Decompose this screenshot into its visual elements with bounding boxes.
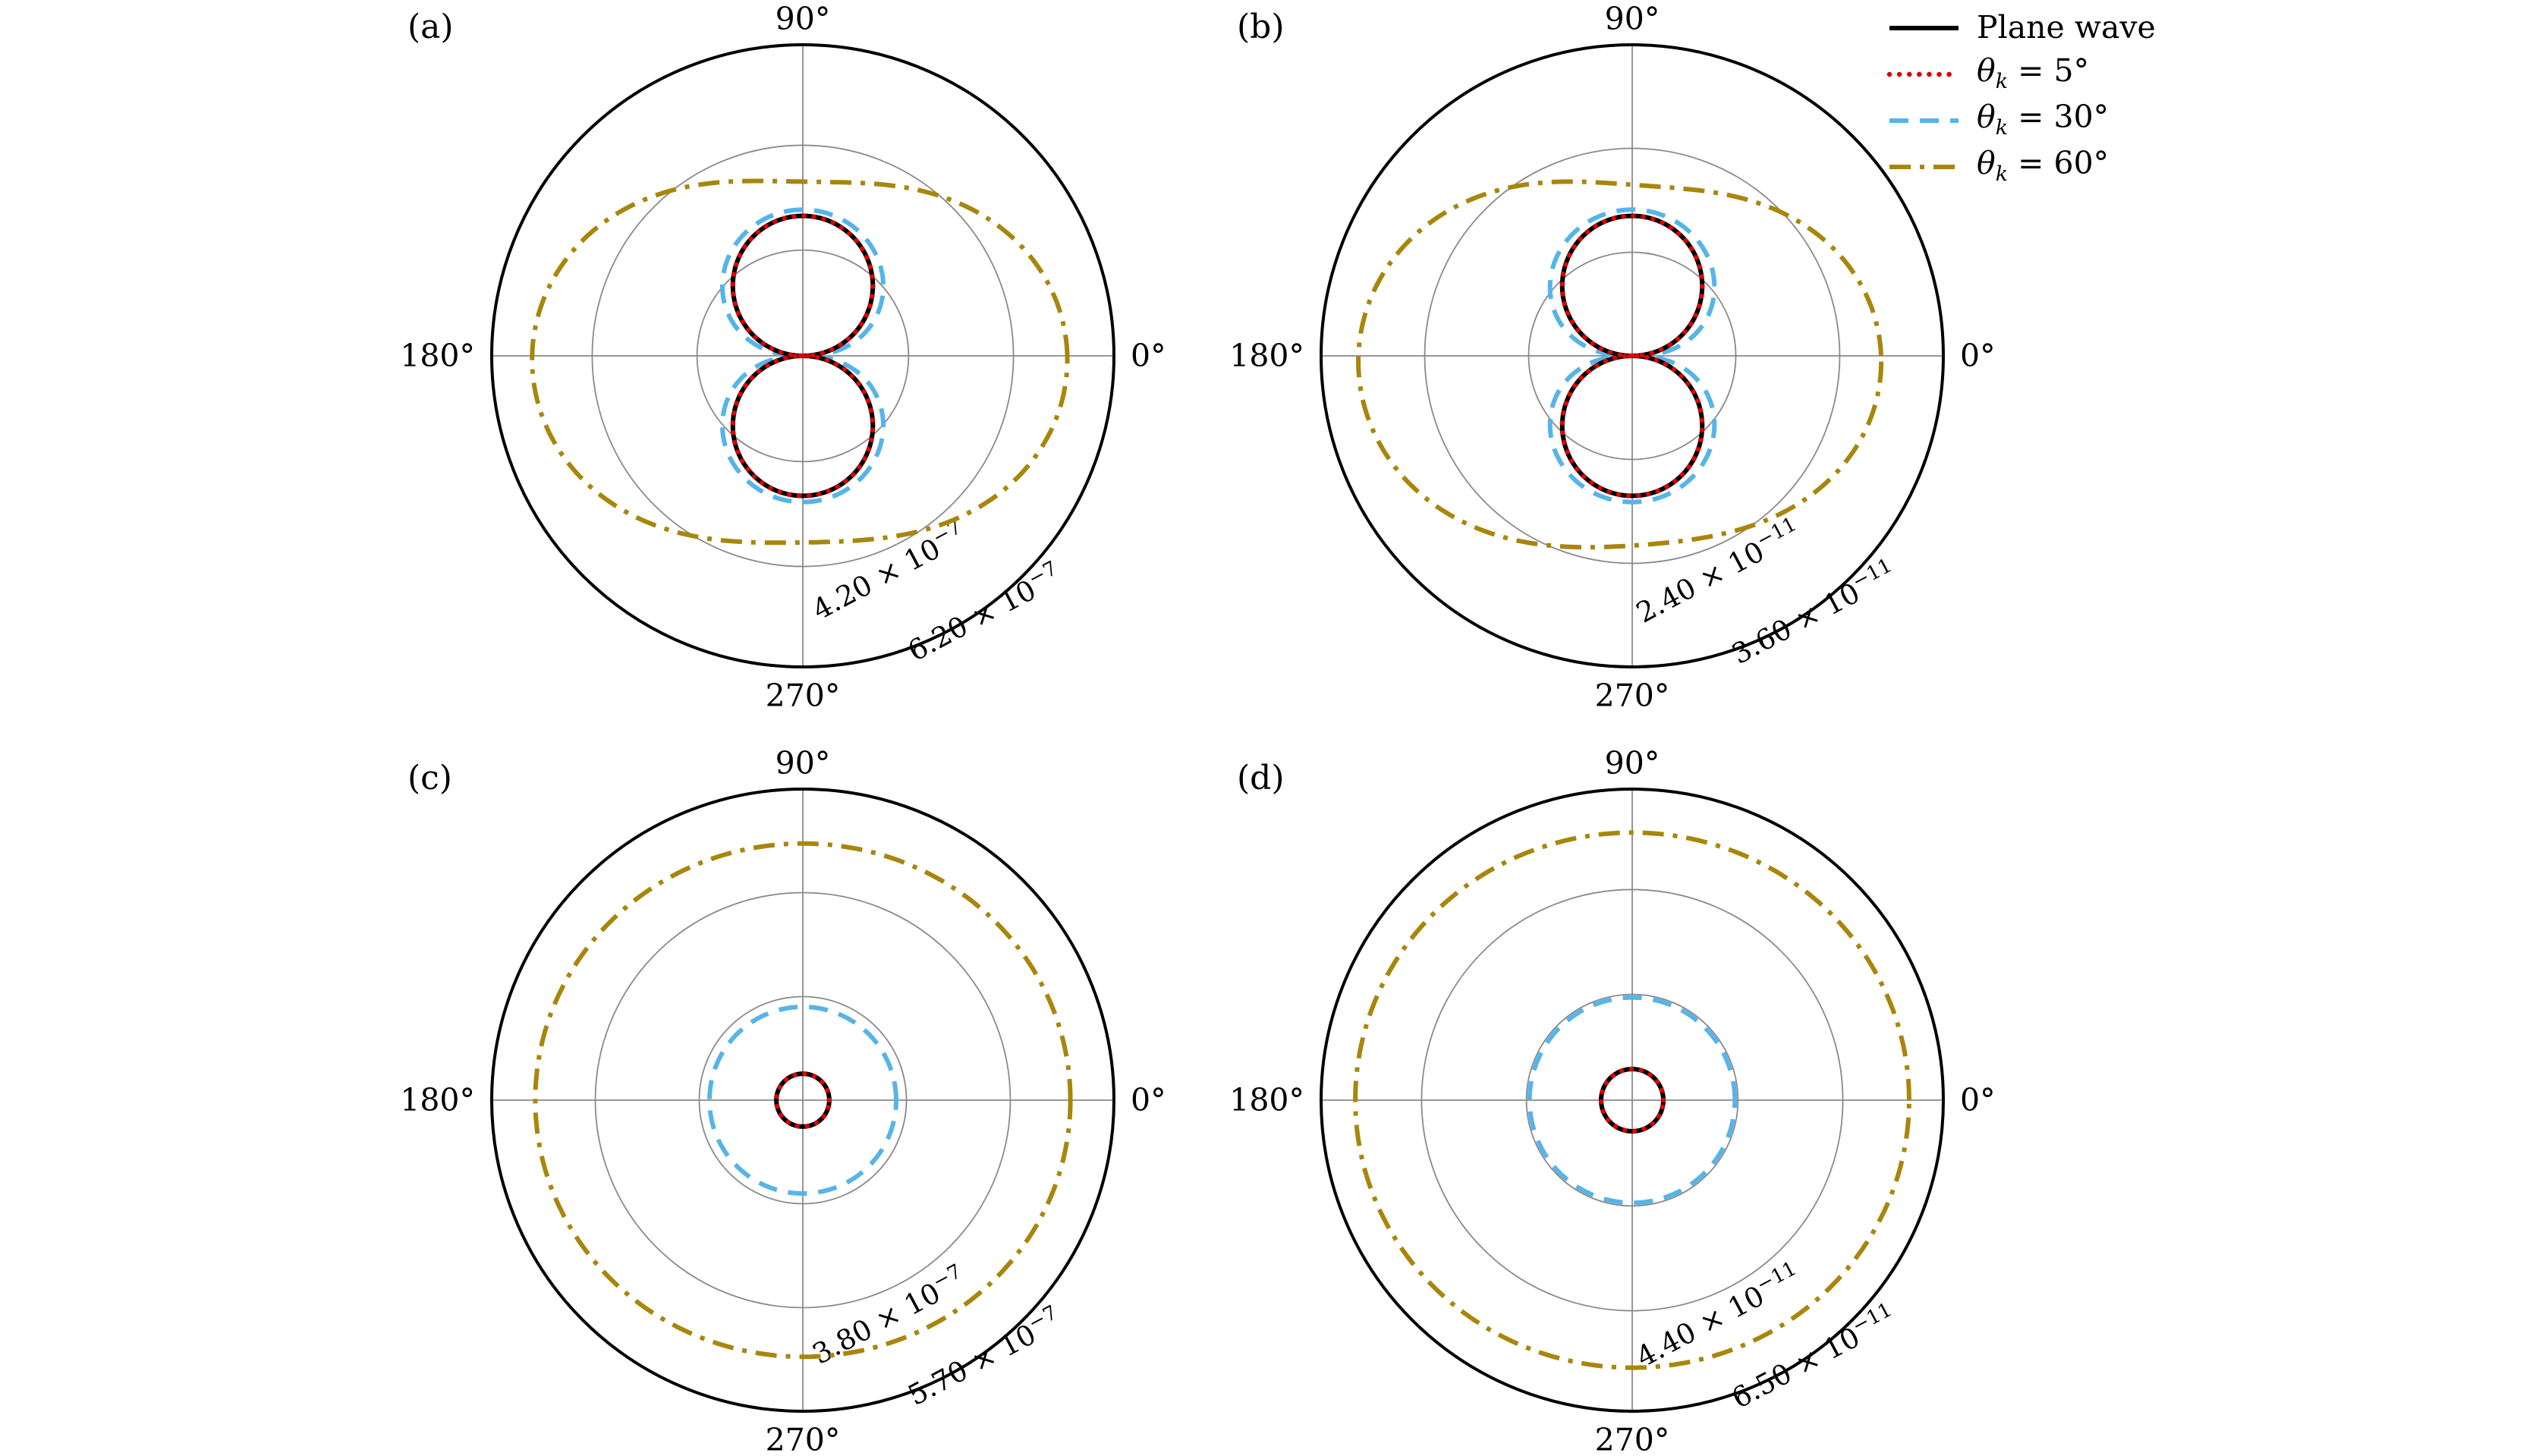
polar-chart-b: 0°90°180°270°2.40 × 10−113.60 × 10−11 <box>1229 1 1996 714</box>
angle-label-1: 90° <box>1605 745 1660 781</box>
panel-tag-c: (c) <box>407 759 452 797</box>
polar-outline <box>1320 43 1945 668</box>
legend-line-sample-dashdot <box>1889 164 1959 169</box>
series-theta30 <box>1527 995 1738 1206</box>
panel-tag-b: (b) <box>1237 8 1285 46</box>
series-theta5 <box>1598 1066 1666 1134</box>
series-theta60 <box>530 178 1070 546</box>
panel-tag-a: (a) <box>407 8 454 46</box>
series-theta5 <box>1559 213 1705 498</box>
angle-label-3: 270° <box>1595 1422 1670 1456</box>
series-theta60 <box>1353 830 1911 1370</box>
series-theta5 <box>773 1071 832 1130</box>
radial-tick-label: 6.20 × 10−7 <box>901 557 1067 668</box>
polar-outline <box>1320 788 1945 1413</box>
radial-tick-label: 2.40 × 10−11 <box>1630 513 1807 630</box>
legend-label-theta30: θk = 30° <box>1977 99 2110 140</box>
legend-line-sample-solid <box>1889 25 1959 30</box>
angle-label-0: 0° <box>1131 1082 1166 1118</box>
angle-label-0: 0° <box>1960 338 1996 374</box>
angle-label-2: 180° <box>400 1082 475 1118</box>
angle-label-1: 90° <box>776 1 831 37</box>
polar-chart-c: 0°90°180°270°3.80 × 10−75.70 × 10−7 <box>400 745 1166 1456</box>
panel-tag-d: (d) <box>1237 759 1285 797</box>
radial-tick-label: 5.70 × 10−7 <box>901 1301 1067 1412</box>
angle-label-2: 180° <box>400 338 475 374</box>
radial-tick-label: 4.20 × 10−7 <box>806 516 971 627</box>
series-theta5 <box>730 213 876 498</box>
angle-label-3: 270° <box>766 678 841 714</box>
legend-item-theta60: θk = 60° <box>1888 143 2156 190</box>
polar-outline <box>490 788 1115 1413</box>
polar-chart-d: 0°90°180°270°4.40 × 10−116.50 × 10−11 <box>1229 745 1996 1456</box>
series-theta30 <box>707 1005 898 1196</box>
polar-outline <box>490 43 1115 668</box>
legend-line-sample-dashed <box>1889 118 1959 123</box>
angle-label-0: 0° <box>1960 1082 1996 1118</box>
legend-item-plane: Plane wave <box>1888 5 2156 51</box>
legend-label-plane: Plane wave <box>1977 9 2156 46</box>
polar-chart-a: 0° 90° 180° 270° 4.20 × 10−76.20 × 10−7 <box>400 1 1166 714</box>
angle-label-2: 180° <box>1229 1082 1304 1118</box>
legend-label-theta60: θk = 60° <box>1977 145 2110 187</box>
angle-label-0: 0° <box>1131 338 1166 374</box>
legend-line-sample-dotted <box>1886 71 1962 77</box>
angle-label-1: 90° <box>1605 1 1660 37</box>
angle-label-3: 270° <box>1595 678 1670 714</box>
angle-label-3: 270° <box>766 1422 841 1456</box>
legend-item-theta30: θk = 30° <box>1888 97 2156 143</box>
series-theta60 <box>533 841 1073 1360</box>
legend: Plane wave θk = 5° θk = 30° θk = 60° <box>1886 5 2156 190</box>
legend-item-theta5: θk = 5° <box>1886 51 2156 97</box>
legend-label-theta5: θk = 5° <box>1977 52 2090 94</box>
angle-label-2: 180° <box>1229 338 1304 374</box>
angle-label-1: 90° <box>776 745 831 781</box>
